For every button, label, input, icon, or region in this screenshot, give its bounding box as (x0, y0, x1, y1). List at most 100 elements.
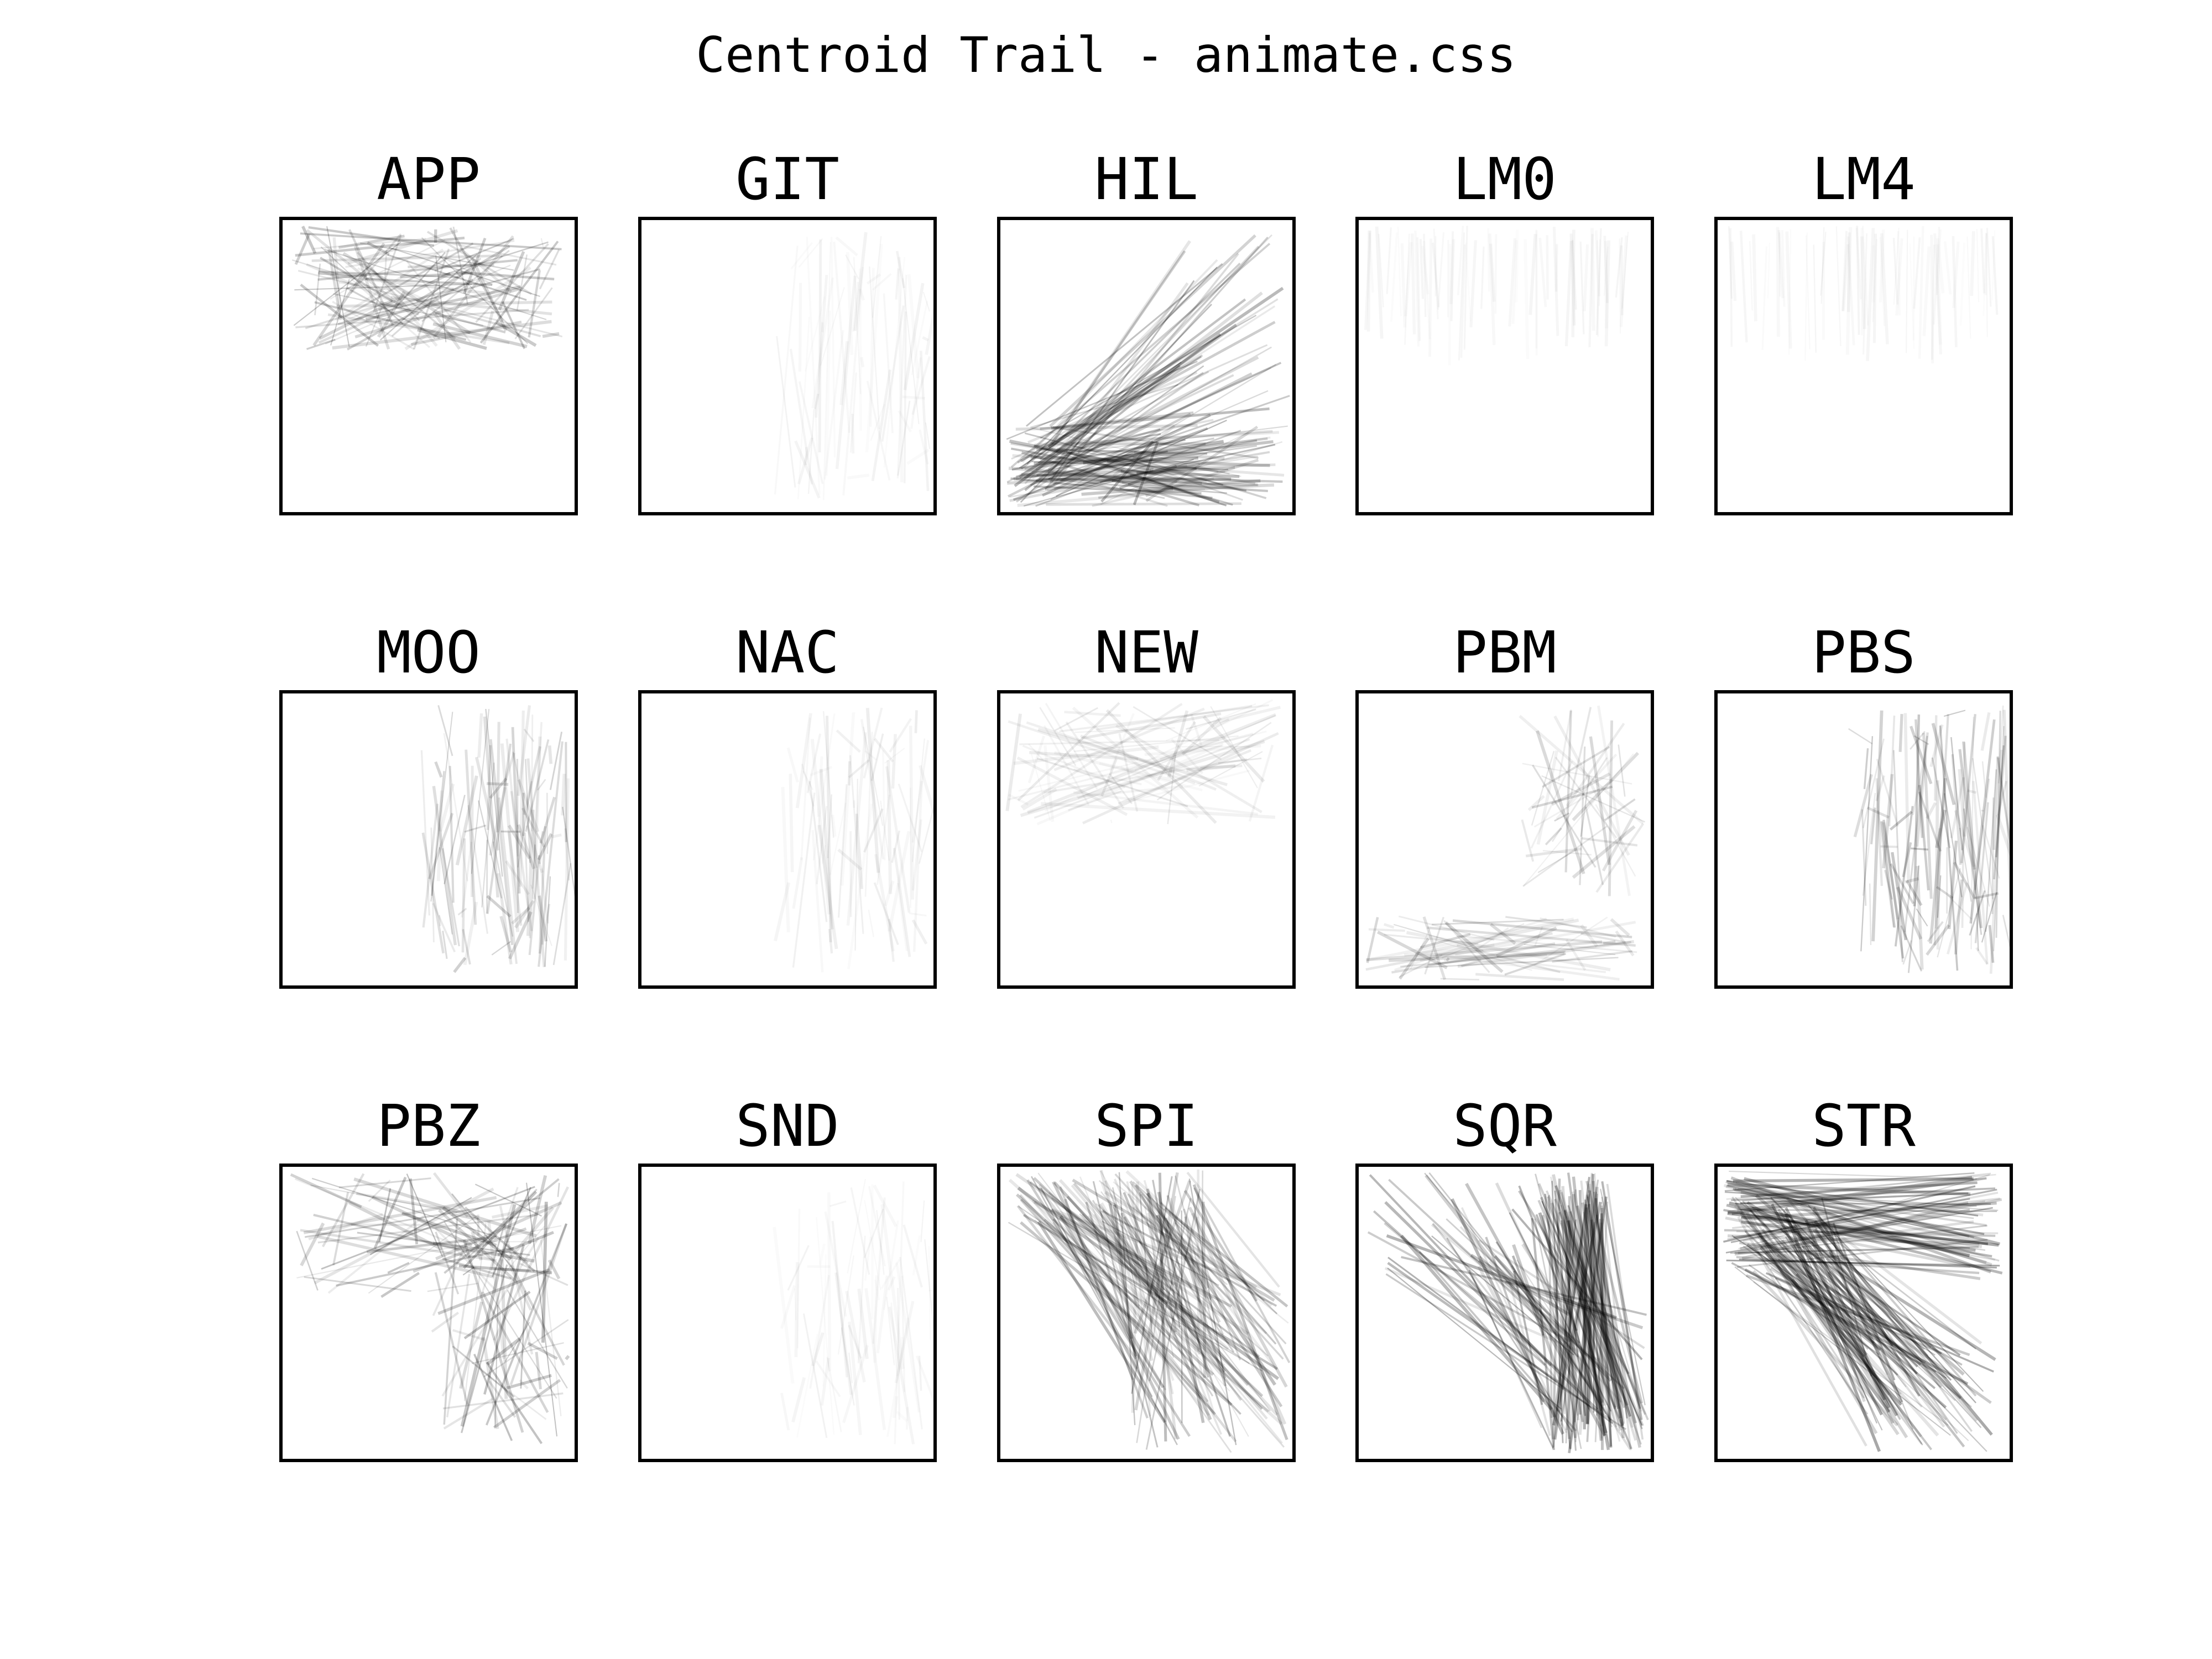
trail-plot (1714, 217, 2013, 515)
trail-segment (524, 832, 530, 922)
trail-segment (1600, 1208, 1604, 1451)
trail-segment (920, 1200, 925, 1243)
trail-segment (1799, 1258, 1883, 1431)
trail-segment (1744, 1230, 1898, 1376)
trail-segment (372, 235, 402, 312)
trail-segment (781, 1393, 789, 1430)
trail-segment (1005, 713, 1022, 811)
trail-segment (1034, 456, 1198, 465)
trail-segment (1871, 710, 1884, 942)
trail-segment (1175, 1222, 1287, 1345)
trail-segment (848, 761, 851, 786)
trail-segment (1050, 282, 1189, 473)
trail-segment (1049, 234, 1256, 427)
trail-segment (517, 705, 531, 796)
trail-segment (452, 1329, 486, 1341)
trail-segment (295, 309, 529, 328)
trail-segment (1105, 709, 1217, 824)
trail-segment (1784, 1213, 1881, 1452)
trail-segment (523, 728, 535, 742)
trail-segment (1083, 440, 1224, 465)
trail-segment (474, 1183, 542, 1217)
trail-segment (1734, 1224, 1987, 1256)
trail-segment (1728, 1211, 1986, 1251)
trail-segment (493, 1379, 561, 1429)
trail-segment (1064, 711, 1121, 717)
trail-segment (1595, 823, 1645, 893)
trail-segment (864, 732, 873, 897)
trail-segment (1992, 757, 2000, 850)
trail-segment (1980, 712, 1991, 751)
trail-segment (1047, 246, 1259, 471)
trail-segment (891, 830, 901, 863)
trail-segment (321, 1173, 365, 1248)
trail-segment (1048, 1192, 1230, 1344)
trail-segment (1600, 1213, 1613, 1447)
trail-segment (1560, 1204, 1611, 1448)
trail-segment (1595, 228, 1602, 335)
panel-frame (997, 690, 1296, 989)
trail-segment (1121, 478, 1179, 484)
trail-segment (465, 749, 477, 925)
trail-segment (1509, 1212, 1612, 1412)
trail-segment (1123, 1192, 1165, 1291)
trail-segment (326, 226, 350, 347)
trail-segment (1202, 715, 1265, 783)
panel-pbs: PBS (1714, 619, 2013, 989)
trail-segment (1488, 228, 1489, 291)
trail-segment (1572, 1176, 1603, 1441)
trail-segment (1170, 738, 1204, 775)
trail-segment (459, 1301, 483, 1389)
trail-segment (1029, 751, 1139, 761)
trail-segment (483, 716, 499, 898)
trail-segment (1554, 812, 1570, 822)
trail-plot (638, 690, 937, 989)
trail-segment (442, 1392, 564, 1410)
trail-segment (345, 239, 446, 290)
trail-segment (344, 242, 474, 318)
trail-segment (1977, 229, 1979, 302)
trail-segment (848, 759, 870, 779)
trail-segment (499, 916, 513, 953)
trail-segment (1036, 757, 1188, 807)
trail-segment (1738, 1174, 1990, 1250)
trail-segment (1736, 1256, 1980, 1275)
trail-segment (789, 774, 794, 873)
trail-segment (1079, 1176, 1137, 1315)
panel-title: LM0 (1453, 145, 1557, 213)
trail-segment (1037, 1172, 1138, 1304)
trail-segment (1579, 746, 1586, 885)
trail-segment (1092, 1181, 1159, 1448)
trail-segment (461, 841, 473, 918)
trail-segment (483, 1319, 569, 1378)
trail-segment (1735, 1220, 1974, 1254)
trail-segment (1753, 1218, 1923, 1445)
trail-segment (792, 792, 816, 968)
trail-segment (1725, 1191, 1977, 1207)
trail-segment (1021, 259, 1218, 463)
trail-segment (1884, 869, 1893, 900)
trail-segment (1601, 1181, 1643, 1420)
panel-title: SQR (1453, 1092, 1557, 1160)
trail-segment (294, 283, 472, 291)
trail-segment (506, 1374, 552, 1390)
trail-segment (849, 755, 864, 934)
trail-segment (1982, 825, 2000, 879)
trail-segment (1037, 728, 1228, 786)
trail-segment (1583, 1204, 1588, 1430)
trail-segment (828, 928, 833, 954)
trail-segment (1975, 947, 1989, 965)
trail-segment (1078, 477, 1168, 507)
trail-segment (1366, 917, 1379, 963)
trail-segment (516, 759, 519, 914)
trail-segment (489, 787, 507, 856)
trail-segment (1087, 436, 1271, 466)
trail-segment (413, 248, 450, 350)
trail-segment (1518, 1185, 1578, 1331)
trail-segment (1100, 758, 1118, 797)
trail-segment (1549, 1220, 1613, 1428)
trail-segment (1828, 1251, 1903, 1403)
trail-segment (1891, 852, 1907, 941)
trail-segment (1939, 725, 1959, 971)
trail-segment (467, 1188, 538, 1259)
